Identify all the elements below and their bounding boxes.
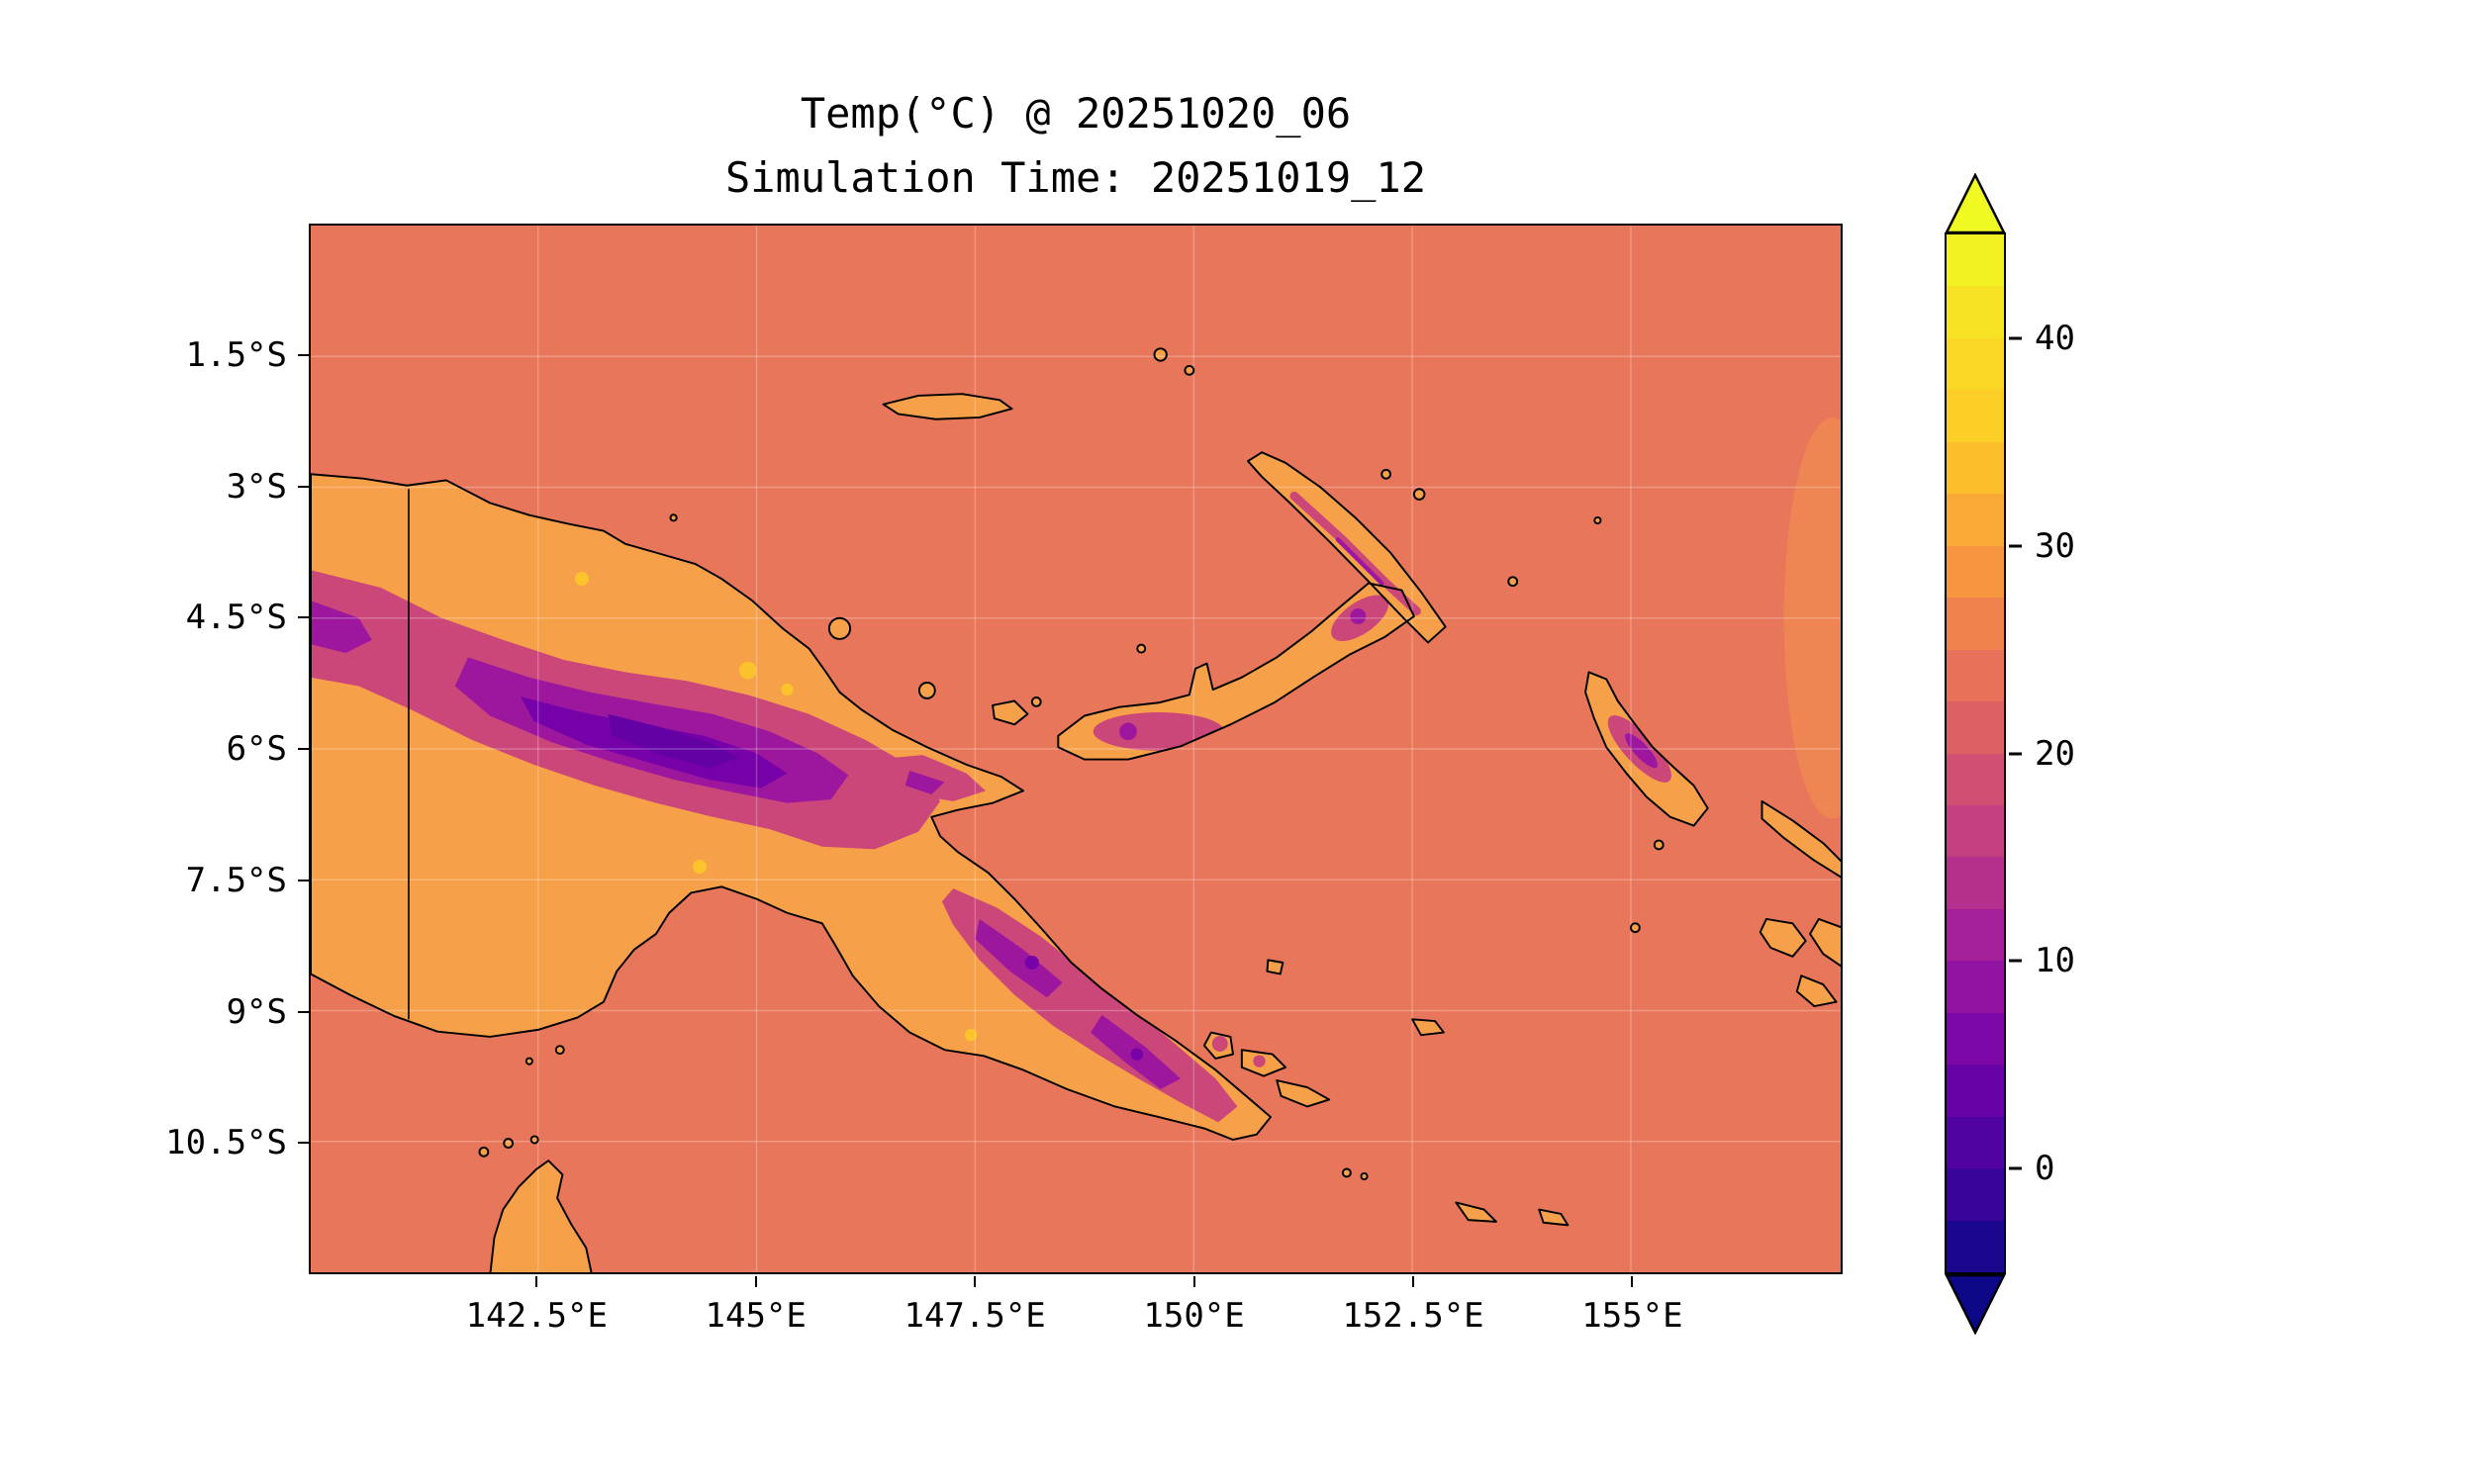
temperature-map-svg xyxy=(311,226,1841,1272)
y-axis-tick-labels: 1.5°S 3°S 4.5°S 6°S 7.5°S 9°S 10.5°S xyxy=(89,224,287,1274)
colorbar-over-arrow xyxy=(1945,173,2006,233)
x-tick-mark xyxy=(1412,1276,1414,1287)
plot-subtitle: Simulation Time: 20251019_12 xyxy=(724,153,1426,203)
x-tick-label: 150°E xyxy=(1143,1296,1245,1336)
y-tick-mark xyxy=(298,1142,309,1145)
colorbar-tick-label: 0 xyxy=(2035,1149,2055,1189)
colorbar-band xyxy=(1947,857,2004,909)
colorbar-band xyxy=(1947,908,2004,962)
colorbar-tick-label: 10 xyxy=(2035,941,2075,981)
x-tick-label: 147.5°E xyxy=(904,1296,1046,1336)
x-tick-mark xyxy=(754,1276,757,1287)
x-tick-label: 145°E xyxy=(705,1296,807,1336)
colorbar-band xyxy=(1947,337,2004,391)
x-tick-mark xyxy=(974,1276,977,1287)
gridlines xyxy=(311,226,1841,1272)
colorbar-band xyxy=(1947,701,2004,754)
colorbar: 40 30 20 10 0 xyxy=(1944,173,2221,1370)
colorbar-band xyxy=(1947,598,2004,650)
warm-sst-band xyxy=(1783,417,1841,819)
colorbar-band xyxy=(1947,1116,2004,1169)
cool-band-4 xyxy=(608,713,739,769)
colorbar-band xyxy=(1947,545,2004,599)
colorbar-band xyxy=(1947,1220,2004,1273)
colorbar-band xyxy=(1947,1012,2004,1066)
colorbar-tick-mark xyxy=(2009,336,2022,340)
y-tick-mark xyxy=(298,616,309,619)
y-tick-label: 1.5°S xyxy=(185,334,287,375)
colorbar-bands xyxy=(1947,234,2004,1273)
colorbar-body xyxy=(1945,232,2006,1274)
colorbar-band xyxy=(1947,961,2004,1013)
colorbar-under-arrow-shape xyxy=(1945,1274,2006,1335)
elevation-layer xyxy=(311,491,1671,1123)
x-tick-mark xyxy=(1631,1276,1634,1287)
colorbar-band xyxy=(1947,649,2004,702)
colorbar-tick-mark xyxy=(2009,752,2022,755)
new-ireland-ridge-core xyxy=(1335,537,1384,586)
y-tick-mark xyxy=(298,748,309,750)
y-tick-mark xyxy=(298,879,309,881)
colorbar-tick-mark xyxy=(2009,959,2022,963)
x-axis-ticks: 142.5°E 145°E 147.5°E 150°E 152.5°E 155°E xyxy=(309,1274,1843,1353)
plot-title: Temp(°C) @ 20251020_06 xyxy=(800,89,1352,138)
map-plot xyxy=(309,224,1843,1274)
y-tick-label: 4.5°S xyxy=(185,598,287,638)
colorbar-band xyxy=(1947,390,2004,442)
colorbar-band xyxy=(1947,804,2004,858)
y-tick-label: 7.5°S xyxy=(185,860,287,900)
x-tick-mark xyxy=(1192,1276,1195,1287)
new-ireland-ridge-band xyxy=(1289,491,1421,616)
x-tick-label: 155°E xyxy=(1581,1296,1683,1336)
y-tick-label: 3°S xyxy=(226,466,287,507)
colorbar-band xyxy=(1947,234,2004,287)
title-block: Temp(°C) @ 20251020_06 Simulation Time: … xyxy=(309,81,1843,210)
y-tick-mark xyxy=(298,1010,309,1013)
y-axis-tick-marks xyxy=(298,224,309,1274)
x-tick-label: 152.5°E xyxy=(1342,1296,1484,1336)
colorbar-band xyxy=(1947,1168,2004,1221)
colorbar-band xyxy=(1947,286,2004,338)
colorbar-over-arrow-shape xyxy=(1945,173,2006,233)
colorbar-band xyxy=(1947,1065,2004,1117)
y-tick-label: 10.5°S xyxy=(165,1123,287,1163)
colorbar-under-arrow xyxy=(1945,1274,2006,1335)
y-tick-mark xyxy=(298,353,309,356)
colorbar-tick-mark xyxy=(2009,544,2022,548)
y-tick-mark xyxy=(298,485,309,488)
x-tick-mark xyxy=(535,1276,538,1287)
colorbar-band xyxy=(1947,753,2004,805)
colorbar-tick-label: 40 xyxy=(2035,318,2075,358)
colorbar-band xyxy=(1947,494,2004,546)
colorbar-band xyxy=(1947,441,2004,495)
colorbar-tick-label: 20 xyxy=(2035,733,2075,774)
x-tick-label: 142.5°E xyxy=(465,1296,608,1336)
colorbar-tick-mark xyxy=(2009,1166,2022,1170)
colorbar-tick-label: 30 xyxy=(2035,525,2075,566)
y-tick-label: 9°S xyxy=(226,991,287,1032)
y-tick-label: 6°S xyxy=(226,729,287,769)
